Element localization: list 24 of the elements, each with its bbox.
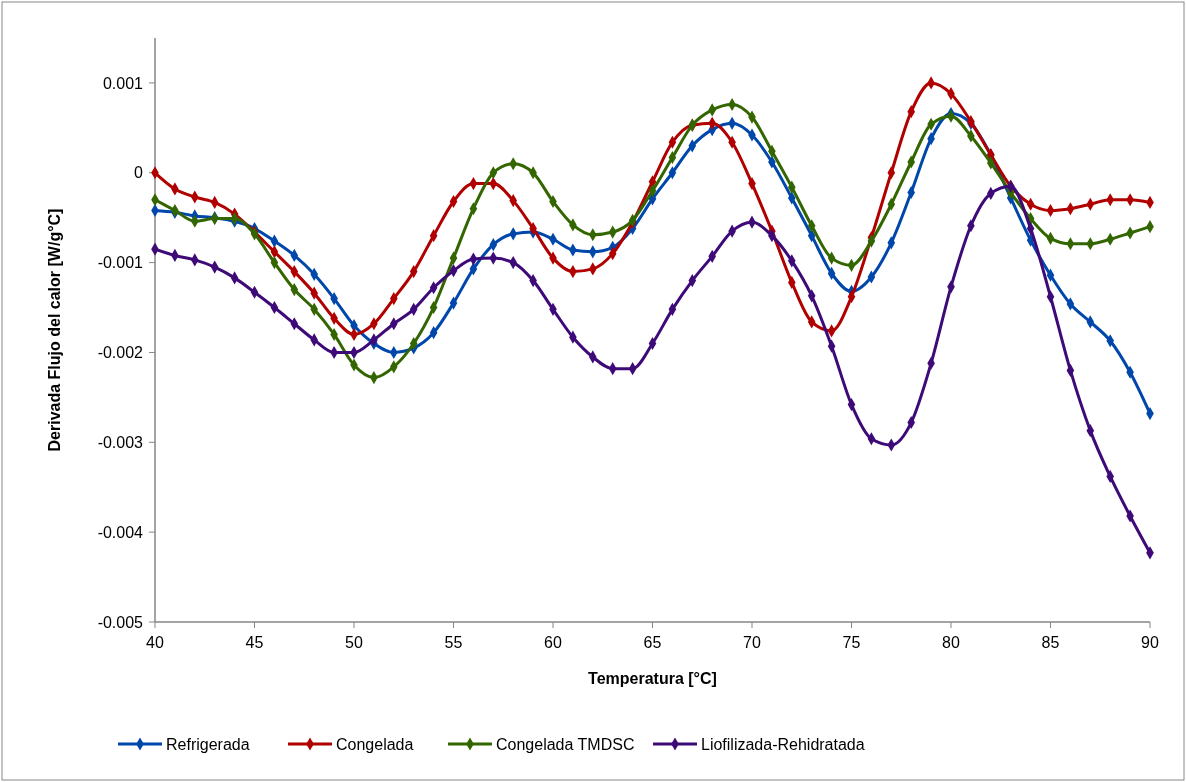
y-tick-label: -0.002 <box>97 344 144 362</box>
y-tick-label: 0 <box>134 164 144 182</box>
y-tick-label: 0.001 <box>102 74 144 92</box>
x-tick-label: 55 <box>444 634 463 651</box>
legend-label: Refrigerada <box>166 735 250 753</box>
x-tick-label: 80 <box>942 634 960 651</box>
x-tick-label: 85 <box>1041 634 1060 651</box>
y-tick-label: -0.003 <box>97 433 144 451</box>
x-axis-title: Temperatura [°C] <box>588 670 717 687</box>
x-tick-label: 60 <box>544 634 562 651</box>
y-tick-label: -0.005 <box>97 613 144 631</box>
y-tick-label: -0.001 <box>97 254 144 272</box>
x-tick-label: 40 <box>146 634 164 651</box>
legend-label: Congelada <box>336 735 414 753</box>
y-axis-title: Derivada Flujo del calor [W/g°C] <box>46 208 63 452</box>
x-tick-label: 70 <box>743 634 761 651</box>
x-tick-label: 75 <box>842 634 861 651</box>
x-tick-label: 90 <box>1141 634 1159 651</box>
x-tick-label: 50 <box>345 634 363 651</box>
y-tick-label: -0.004 <box>97 523 144 541</box>
legend-label: Liofilizada-Rehidratada <box>701 735 865 753</box>
x-tick-label: 65 <box>643 634 662 651</box>
x-tick-label: 45 <box>245 634 264 651</box>
legend-label: Congelada TMDSC <box>496 735 635 753</box>
